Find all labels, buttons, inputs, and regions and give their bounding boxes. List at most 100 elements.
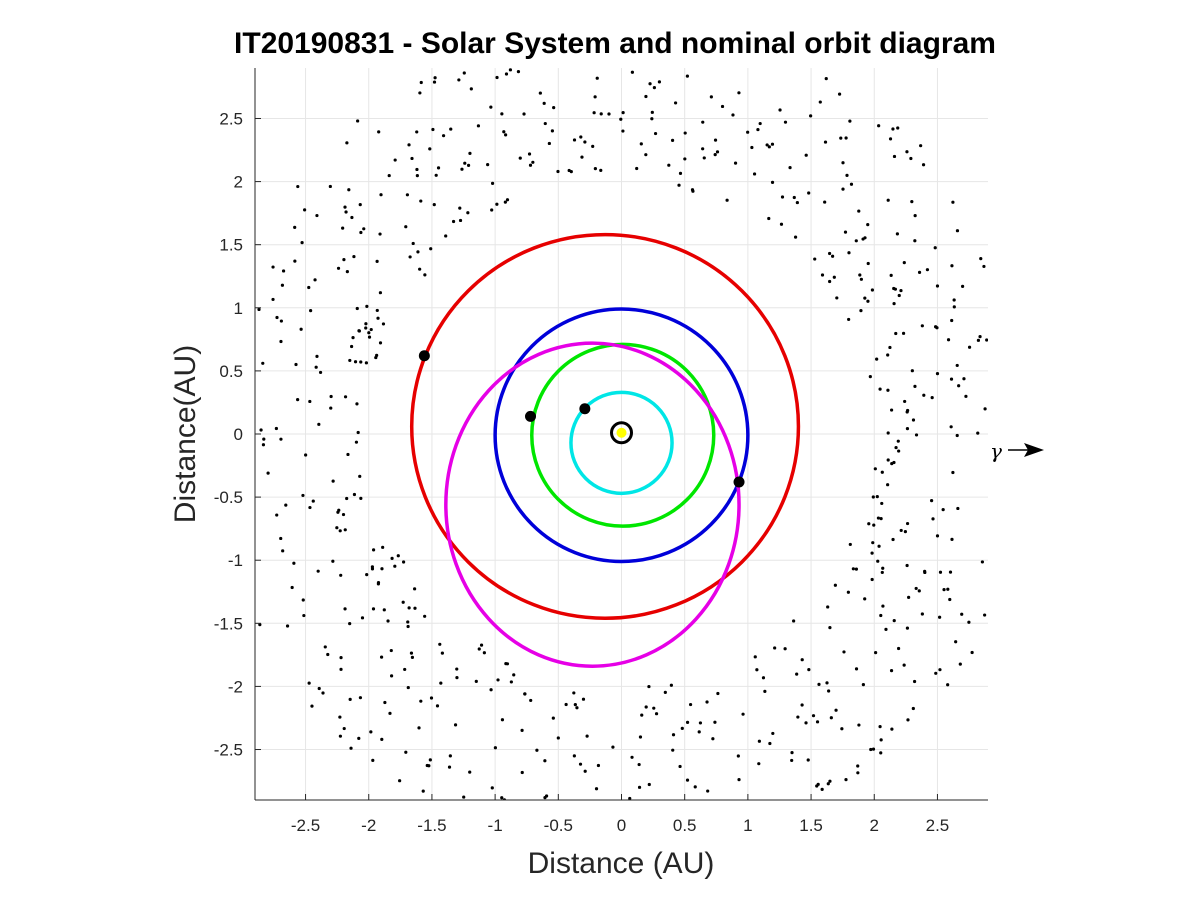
asteroid-point: [880, 570, 884, 575]
asteroid-point: [913, 384, 917, 388]
asteroid-point: [644, 94, 648, 99]
asteroid-point: [350, 344, 354, 349]
asteroid-point: [935, 326, 939, 330]
asteroid-point: [581, 697, 586, 701]
asteroid-point: [415, 174, 419, 178]
asteroid-point: [336, 266, 341, 270]
asteroid-point: [892, 302, 896, 306]
asteroid-point: [731, 113, 735, 117]
asteroid-point: [367, 335, 372, 339]
asteroid-point: [817, 682, 821, 686]
asteroid-point: [466, 163, 471, 168]
asteroid-point: [952, 305, 956, 309]
asteroid-point: [404, 750, 408, 754]
asteroid-point: [832, 275, 836, 279]
asteroid-point: [902, 261, 906, 265]
asteroid-point: [877, 124, 881, 128]
asteroid-point: [611, 745, 615, 749]
asteroid-point: [447, 765, 452, 769]
asteroid-point: [379, 655, 384, 659]
asteroid-point: [353, 360, 358, 364]
asteroid-point: [628, 796, 632, 800]
asteroid-point: [767, 216, 771, 221]
asteroid-point: [796, 715, 800, 719]
asteroid-point: [304, 453, 308, 457]
x-tick-label: -2.5: [291, 816, 320, 835]
asteroid-point: [876, 559, 880, 563]
asteroid-point: [583, 769, 587, 773]
asteroid-point: [528, 163, 533, 167]
asteroid-point: [773, 646, 777, 650]
asteroid-point: [906, 718, 910, 722]
asteroid-point: [299, 327, 303, 331]
asteroid-point: [345, 496, 349, 501]
asteroid-point: [951, 470, 955, 475]
asteroid-point: [458, 206, 462, 210]
asteroid-point: [863, 296, 867, 300]
asteroid-point: [967, 620, 971, 624]
asteroid-point: [879, 613, 883, 618]
asteroid-point: [416, 250, 420, 254]
asteroid-point: [500, 718, 505, 722]
asteroid-point: [961, 284, 965, 288]
asteroid-point: [398, 779, 402, 783]
asteroid-point: [685, 74, 689, 78]
asteroid-point: [489, 688, 493, 692]
x-tick-label: -2: [361, 816, 376, 835]
asteroid-point: [871, 747, 876, 751]
asteroid-point: [859, 277, 863, 281]
asteroid-point: [705, 700, 709, 704]
asteroid-point: [418, 91, 422, 95]
asteroid-point: [429, 247, 433, 251]
orbit-ellipse: [444, 341, 741, 668]
asteroid-point: [419, 80, 423, 85]
asteroid-point: [976, 431, 980, 435]
asteroid-point: [683, 131, 687, 135]
asteroid-point: [358, 696, 363, 700]
asteroid-point: [550, 129, 555, 133]
asteroid-point: [950, 264, 954, 268]
asteroid-point: [349, 746, 353, 750]
asteroid-point: [701, 147, 705, 151]
asteroid-point: [468, 151, 472, 155]
asteroid-point: [296, 184, 300, 189]
asteroid-point: [311, 499, 315, 503]
asteroid-point: [547, 141, 551, 146]
asteroid-point: [428, 758, 432, 762]
y-tick-label: -2.5: [214, 741, 243, 760]
asteroid-point: [652, 85, 656, 90]
asteroid-point: [919, 144, 923, 148]
asteroid-point: [827, 251, 832, 256]
asteroid-point: [846, 590, 850, 594]
asteroid-point: [274, 426, 278, 431]
asteroid-point: [701, 120, 705, 124]
asteroid-point: [375, 259, 379, 263]
asteroid-point: [741, 712, 745, 716]
asteroid-point: [552, 106, 556, 110]
asteroid-point: [490, 181, 495, 186]
asteroid-point: [396, 554, 400, 558]
asteroid-point: [878, 387, 882, 391]
asteroid-point: [867, 522, 871, 526]
asteroid-point: [648, 82, 652, 86]
asteroid-point: [716, 691, 720, 696]
asteroid-point: [365, 304, 369, 308]
asteroid-point: [583, 140, 587, 144]
asteroid-point: [404, 225, 408, 229]
asteroid-point: [985, 338, 988, 342]
asteroid-point: [338, 734, 343, 738]
asteroid-point: [905, 626, 910, 630]
asteroid-point: [495, 202, 499, 206]
asteroid-point: [592, 111, 596, 115]
asteroid-point: [401, 560, 406, 564]
asteroid-point: [866, 299, 870, 303]
asteroid-point: [375, 308, 379, 313]
asteroid-point: [271, 297, 275, 302]
asteroid-point: [906, 408, 910, 413]
asteroid-point: [364, 326, 368, 330]
asteroid-point: [950, 318, 954, 323]
asteroid-point: [875, 357, 879, 361]
asteroid-point: [520, 770, 524, 775]
asteroid-point: [317, 686, 321, 691]
asteroid-point: [529, 698, 533, 703]
